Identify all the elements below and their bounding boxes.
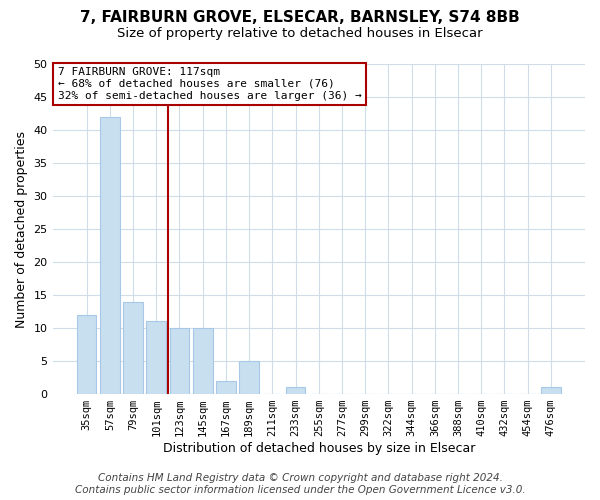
Bar [239, 361, 259, 394]
Bar [100, 117, 119, 394]
Bar [193, 328, 212, 394]
Bar [123, 302, 143, 394]
Bar [216, 381, 236, 394]
X-axis label: Distribution of detached houses by size in Elsecar: Distribution of detached houses by size … [163, 442, 475, 455]
Text: 7, FAIRBURN GROVE, ELSECAR, BARNSLEY, S74 8BB: 7, FAIRBURN GROVE, ELSECAR, BARNSLEY, S7… [80, 10, 520, 25]
Bar [146, 322, 166, 394]
Y-axis label: Number of detached properties: Number of detached properties [15, 130, 28, 328]
Bar [541, 388, 561, 394]
Bar [286, 388, 305, 394]
Text: Contains HM Land Registry data © Crown copyright and database right 2024.
Contai: Contains HM Land Registry data © Crown c… [74, 474, 526, 495]
Text: Size of property relative to detached houses in Elsecar: Size of property relative to detached ho… [117, 28, 483, 40]
Bar [77, 315, 97, 394]
Text: 7 FAIRBURN GROVE: 117sqm
← 68% of detached houses are smaller (76)
32% of semi-d: 7 FAIRBURN GROVE: 117sqm ← 68% of detach… [58, 68, 362, 100]
Bar [170, 328, 190, 394]
